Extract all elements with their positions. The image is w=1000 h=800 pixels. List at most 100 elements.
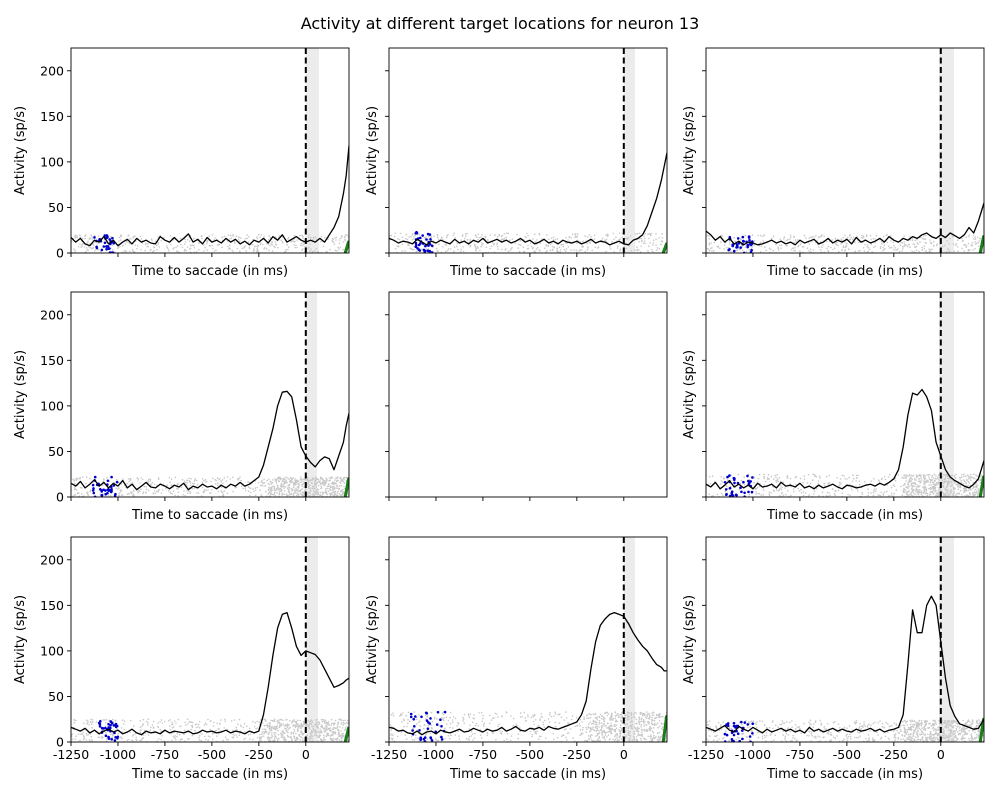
raster-dot: [549, 243, 552, 246]
raster-dot: [897, 248, 899, 250]
raster-dot: [317, 492, 320, 494]
raster-dot: [757, 477, 760, 480]
raster-dot: [977, 484, 979, 487]
raster-dot: [218, 733, 220, 735]
raster-dot: [139, 731, 142, 734]
raster-dot: [79, 486, 82, 489]
raster-dot: [930, 479, 932, 482]
raster-dot: [175, 739, 177, 741]
raster-dot: [651, 730, 654, 733]
raster-dot: [601, 736, 604, 739]
raster-dot: [402, 712, 404, 714]
raster-dot: [442, 718, 444, 720]
raster-dot: [865, 235, 868, 238]
raster-dot: [408, 236, 411, 238]
raster-dot: [961, 474, 963, 476]
raster-dot: [857, 250, 860, 252]
target-onset-dot: [750, 490, 754, 494]
raster-dot: [480, 737, 483, 739]
target-onset-dot: [726, 475, 729, 479]
raster-dot: [201, 481, 204, 484]
raster-dot: [963, 473, 965, 476]
raster-dot: [297, 485, 300, 488]
raster-dot: [316, 493, 319, 496]
raster-dot: [832, 248, 834, 251]
raster-dot: [911, 490, 914, 493]
raster-dot: [893, 492, 895, 495]
raster-dot: [263, 724, 266, 727]
raster-dot: [132, 493, 135, 496]
raster-dot: [131, 739, 133, 741]
raster-dot: [301, 249, 303, 251]
raster-dot: [204, 478, 207, 481]
raster-dot: [273, 732, 276, 734]
raster-dot: [553, 715, 555, 717]
raster-dot: [883, 475, 886, 478]
raster-dot: [326, 726, 328, 728]
raster-dot: [296, 246, 298, 249]
raster-dot: [959, 486, 961, 489]
raster-dot: [623, 733, 625, 735]
raster-dot: [588, 234, 590, 236]
raster-dot: [878, 494, 880, 497]
raster-dot: [279, 477, 282, 480]
raster-dot: [957, 492, 959, 495]
raster-dot: [331, 494, 333, 496]
raster-dot: [844, 246, 847, 248]
raster-dot: [297, 491, 299, 493]
raster-dot: [963, 475, 965, 478]
target-onset-dot: [104, 734, 108, 737]
raster-dot: [825, 240, 828, 243]
raster-dot: [495, 738, 497, 741]
raster-dot: [553, 738, 555, 741]
raster-dot: [261, 484, 263, 487]
raster-dot: [278, 722, 281, 725]
raster-dot: [390, 729, 393, 731]
raster-dot: [925, 489, 928, 492]
raster-dot: [216, 722, 218, 725]
raster-dot: [287, 236, 290, 239]
raster-dot: [720, 476, 723, 478]
raster-dot: [270, 719, 272, 722]
raster-dot: [500, 248, 503, 251]
raster-dot: [284, 738, 286, 741]
raster-dot: [833, 247, 836, 249]
raster-dot: [323, 719, 325, 721]
raster-dot: [313, 730, 316, 732]
raster-dot: [527, 714, 529, 716]
raster-dot: [270, 483, 273, 485]
raster-dot: [160, 738, 162, 741]
raster-dot: [538, 233, 541, 236]
raster-dot: [974, 247, 976, 250]
target-onset-dot: [95, 246, 99, 250]
raster-dot: [136, 739, 138, 742]
raster-dot: [320, 476, 322, 479]
raster-dot: [812, 473, 814, 476]
raster-dot: [339, 476, 342, 479]
raster-dot: [960, 476, 963, 479]
raster-dot: [293, 493, 295, 495]
raster-dot: [710, 242, 712, 244]
raster-dot: [102, 736, 104, 739]
raster-dot: [615, 727, 618, 729]
raster-dot: [262, 728, 264, 731]
raster-dot: [77, 492, 79, 494]
raster-dot: [953, 475, 956, 477]
raster-dot: [422, 727, 425, 730]
raster-dot: [345, 476, 348, 479]
raster-dot: [83, 737, 85, 739]
raster-dot: [919, 241, 921, 243]
raster-dot: [76, 236, 79, 239]
raster-dot: [964, 481, 967, 484]
raster-dot: [976, 475, 979, 478]
raster-dot: [720, 492, 723, 495]
raster-dot: [886, 241, 889, 244]
raster-dot: [267, 733, 270, 735]
raster-dot: [291, 720, 294, 722]
raster-dot: [766, 476, 769, 479]
raster-dot: [229, 247, 231, 250]
raster-dot: [177, 483, 180, 485]
raster-dot: [557, 251, 559, 253]
raster-dot: [193, 237, 195, 240]
raster-dot: [276, 738, 279, 741]
